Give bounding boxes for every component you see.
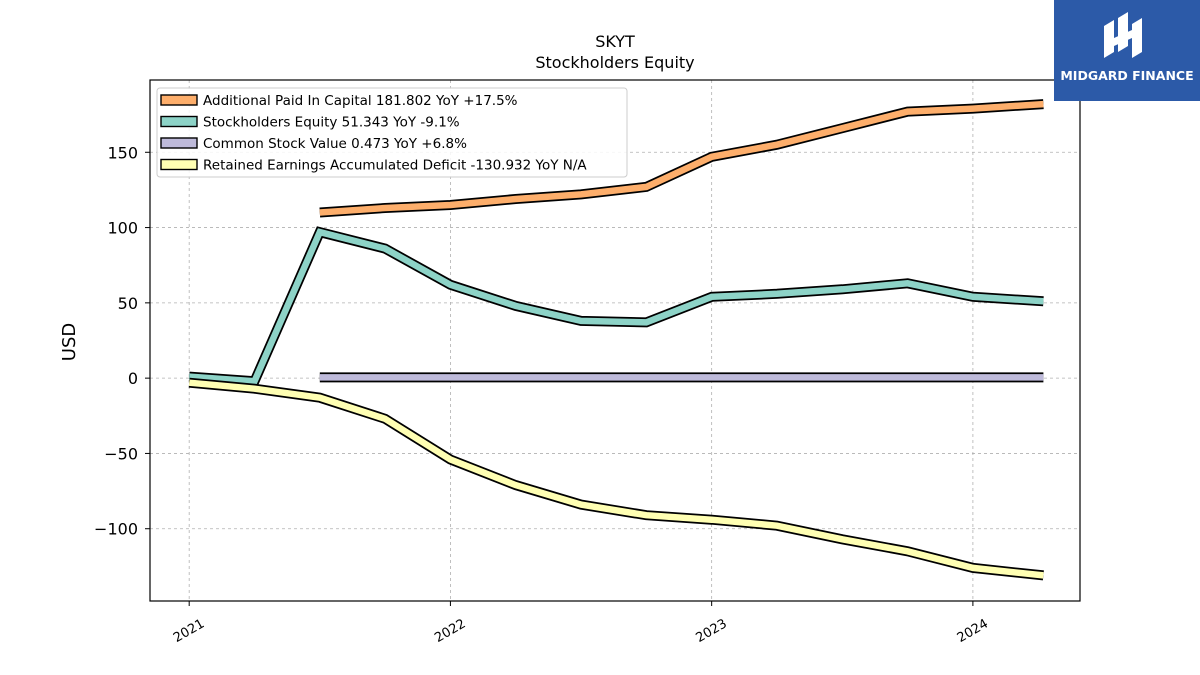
legend-label: Stockholders Equity 51.343 YoY -9.1%	[203, 115, 460, 131]
legend-swatch	[160, 94, 198, 106]
legend: Additional Paid In Capital 181.802 YoY +…	[156, 87, 628, 178]
legend-swatch	[160, 137, 198, 149]
series-3	[188, 377, 1044, 581]
series-line-outline	[188, 377, 1044, 581]
x-tick-label: 2021	[171, 616, 207, 646]
chart-subtitle: Stockholders Equity	[535, 53, 694, 72]
y-tick-label: 150	[107, 143, 138, 162]
x-tick-label: 2023	[693, 616, 729, 646]
legend-swatch	[160, 158, 198, 171]
series-0	[319, 99, 1044, 218]
series-line-outline	[188, 226, 1044, 387]
tick-layer: 150 100 50 0 −50 −100 2021 2022 2023 2024	[94, 143, 991, 646]
logo-mark-icon	[1104, 12, 1142, 58]
y-tick-label: 100	[107, 219, 138, 238]
series-layer	[188, 99, 1044, 581]
series-line	[319, 100, 1044, 216]
series-line	[188, 228, 1044, 385]
legend-label: Common Stock Value 0.473 YoY +6.8%	[203, 136, 467, 152]
x-tick-label: 2022	[432, 616, 468, 646]
y-tick-label: 0	[128, 369, 138, 388]
series-1	[188, 226, 1044, 387]
plot-frame	[149, 79, 1081, 602]
legend-box	[156, 87, 628, 178]
y-tick-label: −50	[104, 444, 138, 463]
x-tick-label: 2024	[955, 616, 991, 646]
y-tick-label: 50	[118, 294, 138, 313]
logo-text: MIDGARD FINANCE	[1060, 68, 1194, 83]
chart-title: SKYT	[595, 32, 635, 51]
legend-swatch	[160, 115, 198, 128]
series-line	[188, 379, 1044, 579]
legend-label: Additional Paid In Capital 181.802 YoY +…	[203, 93, 518, 109]
y-axis-label: USD	[59, 323, 80, 361]
y-tick-label: −100	[94, 520, 138, 539]
legend-label: Retained Earnings Accumulated Deficit -1…	[203, 158, 587, 174]
brand-logo: MIDGARD FINANCE	[1054, 0, 1200, 101]
